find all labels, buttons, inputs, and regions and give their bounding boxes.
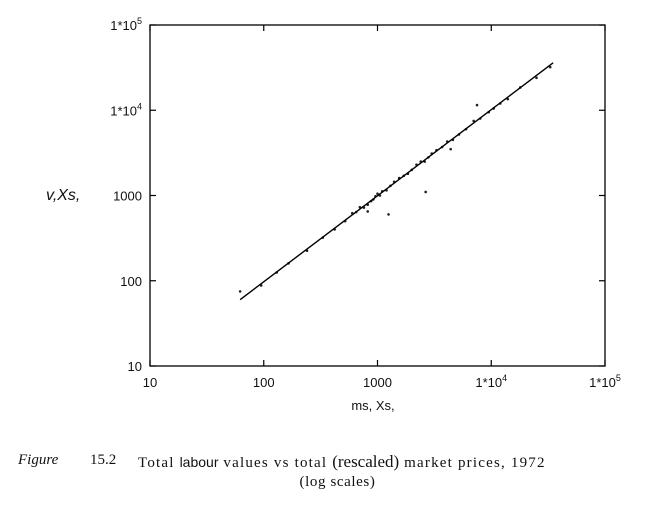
y-tick-superscript: 5	[137, 16, 142, 26]
y-tick-label: 100	[120, 274, 142, 289]
caption-title: Total labour values vs total (rescaled) …	[138, 452, 546, 472]
caption-title-part: Total	[138, 455, 180, 471]
data-point	[472, 119, 475, 123]
x-tick-superscript: 5	[616, 373, 621, 383]
figure-caption: Figure 15.2 Total labour values vs total…	[0, 452, 665, 491]
x-tick-label: 1*105	[589, 373, 621, 390]
data-point	[238, 290, 242, 293]
caption-title-part: labour	[179, 454, 219, 470]
caption-title-part: market prices, 1972	[399, 455, 546, 471]
data-point	[548, 65, 552, 69]
y-tick-superscript: 4	[137, 101, 142, 111]
tick-marks	[149, 24, 606, 367]
y-tick-label: 1000	[113, 189, 142, 204]
y-axis-label: v,Xs,	[46, 187, 80, 204]
data-point	[475, 103, 479, 107]
data-point	[424, 190, 427, 194]
caption-subtitle: (log scales)	[299, 474, 376, 490]
caption-title-part: values vs total	[218, 455, 333, 471]
caption-title-part: (rescaled)	[332, 452, 400, 471]
data-point	[535, 76, 538, 80]
data-point	[376, 192, 379, 195]
data-point	[506, 97, 510, 101]
x-tick-label: 1*104	[475, 373, 507, 390]
data-point	[449, 147, 452, 151]
fit-line	[239, 62, 554, 301]
chart: 10 100 1000 1*104 1*105 1010010001*1041*105 …	[46, 16, 621, 413]
x-tick-labels: 10 100 1000 1*104 1*105	[143, 373, 621, 390]
y-tick-labels: 10 100 1000 1*104 1*105	[110, 16, 142, 374]
y-tick-label: 10	[128, 359, 142, 374]
caption-figure-number: 15.2	[90, 452, 117, 468]
data-point	[366, 210, 369, 213]
x-tick-label: 1000	[363, 375, 392, 390]
y-tick-label: 1*104	[110, 101, 142, 118]
x-tick-label: 100	[253, 375, 275, 390]
x-tick-superscript: 4	[502, 373, 507, 383]
x-tick-label: 10	[143, 375, 157, 390]
y-tick-label: 1*105	[110, 16, 142, 33]
data-point	[387, 213, 390, 216]
caption-figure-word: Figure	[18, 452, 59, 468]
x-axis-label: ms, Xs,	[351, 398, 394, 413]
